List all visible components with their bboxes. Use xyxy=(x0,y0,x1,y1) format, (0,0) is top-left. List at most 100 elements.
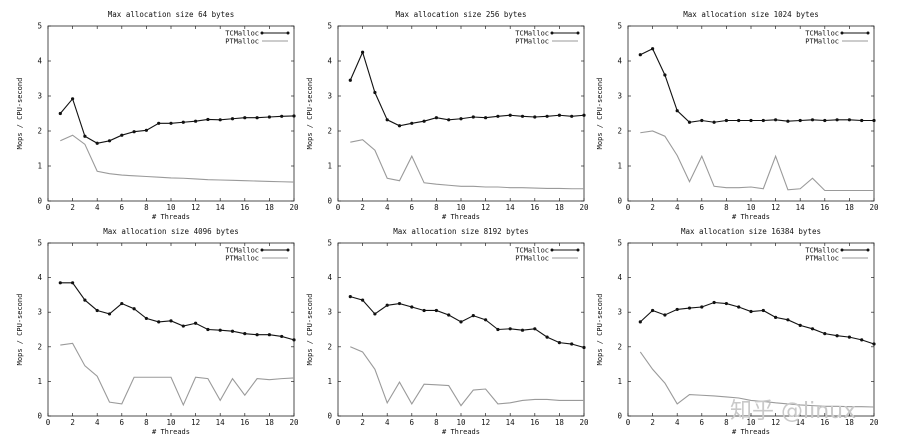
x-tick-label: 6 xyxy=(410,203,415,212)
data-point-tcmalloc xyxy=(169,121,173,125)
x-tick-label: 0 xyxy=(626,418,631,427)
chart-title: Max allocation size 8192 bytes xyxy=(393,227,528,236)
y-tick-label: 2 xyxy=(327,342,332,351)
x-tick-label: 12 xyxy=(191,418,200,427)
data-point-tcmalloc xyxy=(687,120,692,124)
x-tick-label: 20 xyxy=(869,418,879,427)
y-tick-label: 1 xyxy=(617,377,622,386)
data-point-tcmalloc xyxy=(508,327,512,331)
data-point-tcmalloc xyxy=(459,320,463,324)
data-point-tcmalloc xyxy=(847,335,852,339)
legend-label: TCMalloc xyxy=(805,30,839,38)
y-tick-label: 4 xyxy=(617,57,622,66)
x-tick-label: 2 xyxy=(360,203,365,212)
y-tick-label: 2 xyxy=(617,127,622,136)
data-point-tcmalloc xyxy=(700,305,704,309)
data-point-tcmalloc xyxy=(700,118,704,123)
chart-title: Max allocation size 16384 bytes xyxy=(681,227,821,236)
x-tick-label: 0 xyxy=(336,203,341,212)
x-tick-label: 10 xyxy=(456,203,466,212)
x-tick-label: 16 xyxy=(820,203,830,212)
x-tick-label: 14 xyxy=(216,203,226,212)
data-point-tcmalloc xyxy=(144,316,148,321)
data-point-tcmalloc xyxy=(348,78,352,82)
x-tick-label: 12 xyxy=(191,203,200,212)
y-tick-label: 4 xyxy=(327,57,332,66)
y-axis-label: Mops / CPU-second xyxy=(596,78,604,150)
x-tick-label: 14 xyxy=(796,203,806,212)
x-tick-label: 4 xyxy=(95,203,100,212)
data-point-tcmalloc xyxy=(83,298,87,302)
data-point-tcmalloc xyxy=(860,118,864,123)
data-point-tcmalloc xyxy=(872,118,876,123)
data-point-tcmalloc xyxy=(484,318,488,322)
x-tick-label: 10 xyxy=(456,418,466,427)
legend-marker xyxy=(576,248,580,252)
data-point-tcmalloc xyxy=(194,321,198,325)
x-tick-label: 0 xyxy=(46,203,51,212)
data-point-tcmalloc xyxy=(638,320,642,324)
y-tick-label: 3 xyxy=(327,92,332,101)
data-point-tcmalloc xyxy=(218,328,222,332)
y-tick-label: 1 xyxy=(37,377,42,386)
data-point-tcmalloc xyxy=(520,328,525,332)
y-tick-label: 2 xyxy=(37,127,42,136)
data-point-tcmalloc xyxy=(243,332,247,336)
x-tick-label: 20 xyxy=(869,203,879,212)
data-point-tcmalloc xyxy=(712,120,716,124)
data-point-tcmalloc xyxy=(280,334,284,339)
data-point-tcmalloc xyxy=(810,118,815,122)
data-point-tcmalloc xyxy=(557,113,562,117)
x-axis-label: # Threads xyxy=(152,213,190,221)
data-point-tcmalloc xyxy=(120,133,124,137)
data-point-tcmalloc xyxy=(292,114,296,118)
legend-marker xyxy=(576,31,580,35)
y-tick-label: 0 xyxy=(37,412,42,421)
y-tick-label: 5 xyxy=(327,239,332,248)
data-point-tcmalloc xyxy=(872,342,876,346)
x-tick-label: 16 xyxy=(240,203,250,212)
data-point-tcmalloc xyxy=(847,118,852,122)
data-point-tcmalloc xyxy=(447,118,451,122)
data-point-tcmalloc xyxy=(835,118,839,122)
x-tick-label: 18 xyxy=(555,418,565,427)
data-point-tcmalloc xyxy=(58,111,62,116)
data-point-tcmalloc xyxy=(724,301,729,306)
data-point-tcmalloc xyxy=(120,301,124,306)
x-tick-label: 6 xyxy=(120,418,125,427)
data-point-tcmalloc xyxy=(397,301,402,306)
data-point-tcmalloc xyxy=(434,308,438,313)
data-point-tcmalloc xyxy=(774,118,778,122)
x-tick-label: 18 xyxy=(265,203,275,212)
data-point-tcmalloc xyxy=(107,139,112,143)
x-tick-label: 6 xyxy=(700,203,705,212)
data-point-tcmalloc xyxy=(471,115,475,119)
data-point-tcmalloc xyxy=(663,313,667,317)
data-point-tcmalloc xyxy=(157,121,161,125)
data-point-tcmalloc xyxy=(107,312,112,316)
data-point-tcmalloc xyxy=(651,47,655,51)
data-point-tcmalloc xyxy=(557,341,562,345)
data-point-tcmalloc xyxy=(218,118,222,122)
legend-label: PTMalloc xyxy=(805,255,839,263)
x-tick-label: 20 xyxy=(579,418,589,427)
data-point-tcmalloc xyxy=(533,327,537,331)
data-point-tcmalloc xyxy=(823,332,827,336)
data-point-tcmalloc xyxy=(582,345,586,350)
data-point-tcmalloc xyxy=(348,295,352,299)
data-point-tcmalloc xyxy=(144,128,148,132)
data-point-tcmalloc xyxy=(447,313,451,317)
x-axis-label: # Threads xyxy=(442,428,480,436)
x-tick-label: 4 xyxy=(95,418,100,427)
x-tick-label: 18 xyxy=(265,418,275,427)
data-point-tcmalloc xyxy=(675,109,679,113)
data-point-tcmalloc xyxy=(508,113,512,117)
data-point-tcmalloc xyxy=(570,342,574,346)
x-tick-label: 12 xyxy=(771,203,780,212)
x-tick-label: 4 xyxy=(675,203,680,212)
data-point-tcmalloc xyxy=(230,117,235,121)
x-tick-label: 6 xyxy=(700,418,705,427)
